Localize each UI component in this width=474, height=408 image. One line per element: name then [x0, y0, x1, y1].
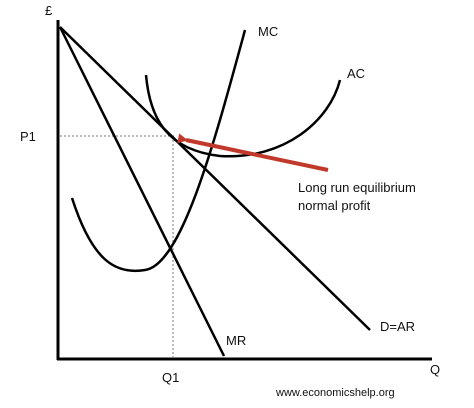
- mc-label: MC: [258, 24, 278, 39]
- y-axis-label: £: [45, 3, 53, 18]
- x-axis-label: Q: [430, 362, 440, 377]
- equilibrium-arrow: [177, 133, 329, 172]
- demand-ar-label: D=AR: [380, 319, 415, 334]
- quantity-label-q1: Q1: [162, 370, 179, 385]
- price-label-p1: P1: [20, 129, 36, 144]
- ac-label: AC: [347, 66, 365, 81]
- annotation-line-1: Long run equilibrium: [298, 180, 416, 195]
- ac-curve: [144, 74, 342, 158]
- source-credit: www.economicshelp.org: [275, 387, 395, 399]
- mc-curve: [70, 29, 247, 273]
- mr-curve: [58, 26, 226, 357]
- mr-label: MR: [226, 333, 246, 348]
- demand-ar-curve: [59, 26, 371, 331]
- annotation-line-2: normal profit: [298, 198, 371, 213]
